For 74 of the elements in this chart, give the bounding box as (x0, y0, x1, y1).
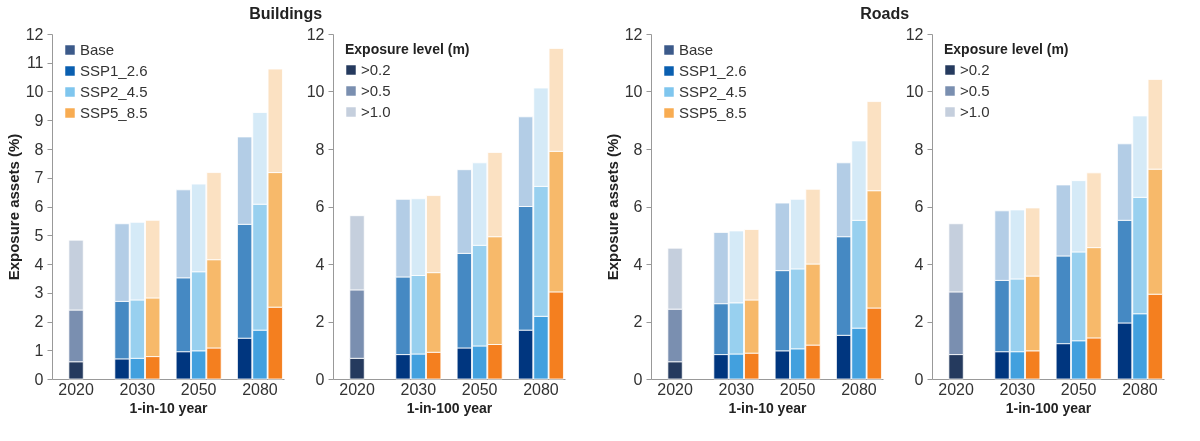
y-tick-label: 0 (34, 370, 44, 388)
x-axis-title: 1-in-100 year (406, 399, 493, 416)
x-axis-title: 1-in-10 year (129, 399, 208, 416)
y-tick-label: 10 (905, 83, 924, 100)
x-axis-title: 1-in-100 year (1005, 399, 1092, 416)
legend-label: Base (80, 41, 115, 58)
legend-title: Exposure level (m) (345, 41, 470, 57)
x-axis-title: 1-in-10 year (728, 399, 807, 416)
legend-label: >0.2 (960, 61, 990, 78)
y-tick-label: 0 (315, 370, 325, 388)
y-tick-label: 12 (624, 25, 643, 43)
x-tick-label: 2050 (461, 380, 498, 398)
chart-title: Buildings (249, 5, 323, 22)
y-tick-label: 12 (306, 25, 325, 43)
x-tick-label: 2050 (180, 380, 217, 398)
y-tick-label: 5 (34, 226, 44, 244)
y-tick-label: 2 (914, 313, 924, 330)
x-tick-label: 2080 (242, 380, 278, 398)
y-tick-label: 8 (315, 140, 325, 158)
y-axis-title: Exposure assets (%) (603, 133, 621, 281)
chart-title: Roads (860, 5, 910, 22)
y-tick-label: 3 (34, 284, 44, 302)
y-tick-label: 4 (315, 255, 325, 273)
x-tick-label: 2080 (523, 380, 559, 398)
y-tick-label: 8 (914, 140, 924, 158)
x-tick-label: 2030 (718, 380, 755, 398)
x-tick-label: 2050 (779, 380, 816, 398)
legend-label: SSP5_8.5 (679, 104, 747, 121)
y-tick-label: 6 (34, 198, 44, 215)
legend-label: SSP2_4.5 (80, 83, 148, 100)
y-tick-label: 11 (26, 54, 44, 72)
y-tick-label: 0 (633, 370, 643, 388)
x-tick-label: 2020 (938, 380, 974, 398)
x-tick-label: 2050 (1060, 380, 1097, 398)
y-tick-label: 10 (306, 83, 325, 100)
y-tick-label: 8 (633, 140, 643, 158)
legend-label: Base (679, 41, 714, 58)
x-tick-label: 2030 (400, 380, 437, 398)
y-tick-label: 2 (315, 313, 325, 330)
y-tick-label: 10 (624, 83, 643, 100)
y-tick-label: 4 (34, 255, 44, 273)
x-tick-label: 2030 (999, 380, 1036, 398)
legend-label: >0.5 (960, 82, 990, 99)
x-tick-label: 2020 (339, 380, 375, 398)
y-tick-label: 4 (633, 255, 643, 273)
y-tick-label: 1 (34, 341, 44, 359)
legend-label: >1.0 (960, 103, 990, 120)
x-tick-label: 2020 (657, 380, 693, 398)
y-tick-label: 10 (25, 83, 44, 100)
x-tick-label: 2080 (1122, 380, 1158, 398)
y-tick-label: 9 (34, 111, 44, 129)
legend-label: SSP5_8.5 (80, 104, 148, 121)
y-tick-label: 6 (633, 198, 643, 215)
y-tick-label: 12 (25, 25, 44, 43)
y-tick-label: 8 (34, 140, 44, 158)
legend-label: >0.2 (361, 61, 391, 78)
legend-label: SSP1_2.6 (80, 62, 148, 79)
x-tick-label: 2020 (58, 380, 94, 398)
legend-label: >1.0 (361, 103, 391, 120)
y-tick-label: 4 (914, 255, 924, 273)
y-tick-label: 7 (34, 169, 44, 187)
y-tick-label: 0 (914, 370, 924, 388)
legend-label: SSP2_4.5 (679, 83, 747, 100)
y-tick-label: 12 (905, 25, 924, 43)
y-tick-label: 2 (633, 313, 643, 330)
y-tick-label: 6 (914, 198, 924, 215)
y-tick-label: 2 (34, 313, 44, 330)
x-tick-label: 2080 (841, 380, 877, 398)
legend-title: Exposure level (m) (944, 41, 1069, 57)
legend-label: >0.5 (361, 82, 391, 99)
y-axis-title: Exposure assets (%) (4, 133, 22, 281)
legend-label: SSP1_2.6 (679, 62, 747, 79)
x-tick-label: 2030 (119, 380, 156, 398)
y-tick-label: 6 (315, 198, 325, 215)
